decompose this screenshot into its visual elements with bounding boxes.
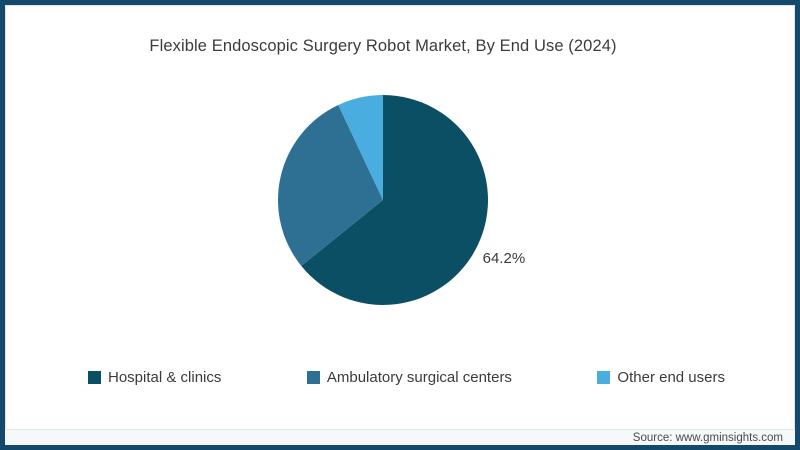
legend-label: Other end users bbox=[617, 369, 725, 386]
chart-title: Flexible Endoscopic Surgery Robot Market… bbox=[149, 37, 617, 55]
legend-item-other-end-users[interactable]: Other end users bbox=[597, 369, 725, 386]
legend-item-ambulatory-surgical-centers[interactable]: Ambulatory surgical centers bbox=[306, 369, 512, 386]
slice-data-label: 64.2% bbox=[483, 250, 526, 267]
legend-swatch bbox=[306, 371, 320, 384]
pie-slice-ambulatory-surgical-centers[interactable] bbox=[277, 104, 383, 266]
chart-legend: Hospital & clinics Ambulatory surgical ce… bbox=[88, 369, 725, 386]
pie-slice-hospital-clinics[interactable] bbox=[301, 95, 488, 305]
pie-slice-other-end-users[interactable] bbox=[338, 95, 383, 200]
legend-label: Ambulatory surgical centers bbox=[326, 369, 512, 386]
source-text: Source: www.gminsights.com bbox=[632, 431, 783, 444]
legend-label: Hospital & clinics bbox=[108, 369, 222, 386]
legend-item-hospital-clinics[interactable]: Hospital & clinics bbox=[88, 369, 221, 386]
pie-chart: 64.2% bbox=[277, 95, 526, 305]
legend-swatch bbox=[597, 371, 611, 384]
source-bar: Source: www.gminsights.com bbox=[5, 429, 795, 445]
legend-swatch bbox=[88, 371, 101, 384]
